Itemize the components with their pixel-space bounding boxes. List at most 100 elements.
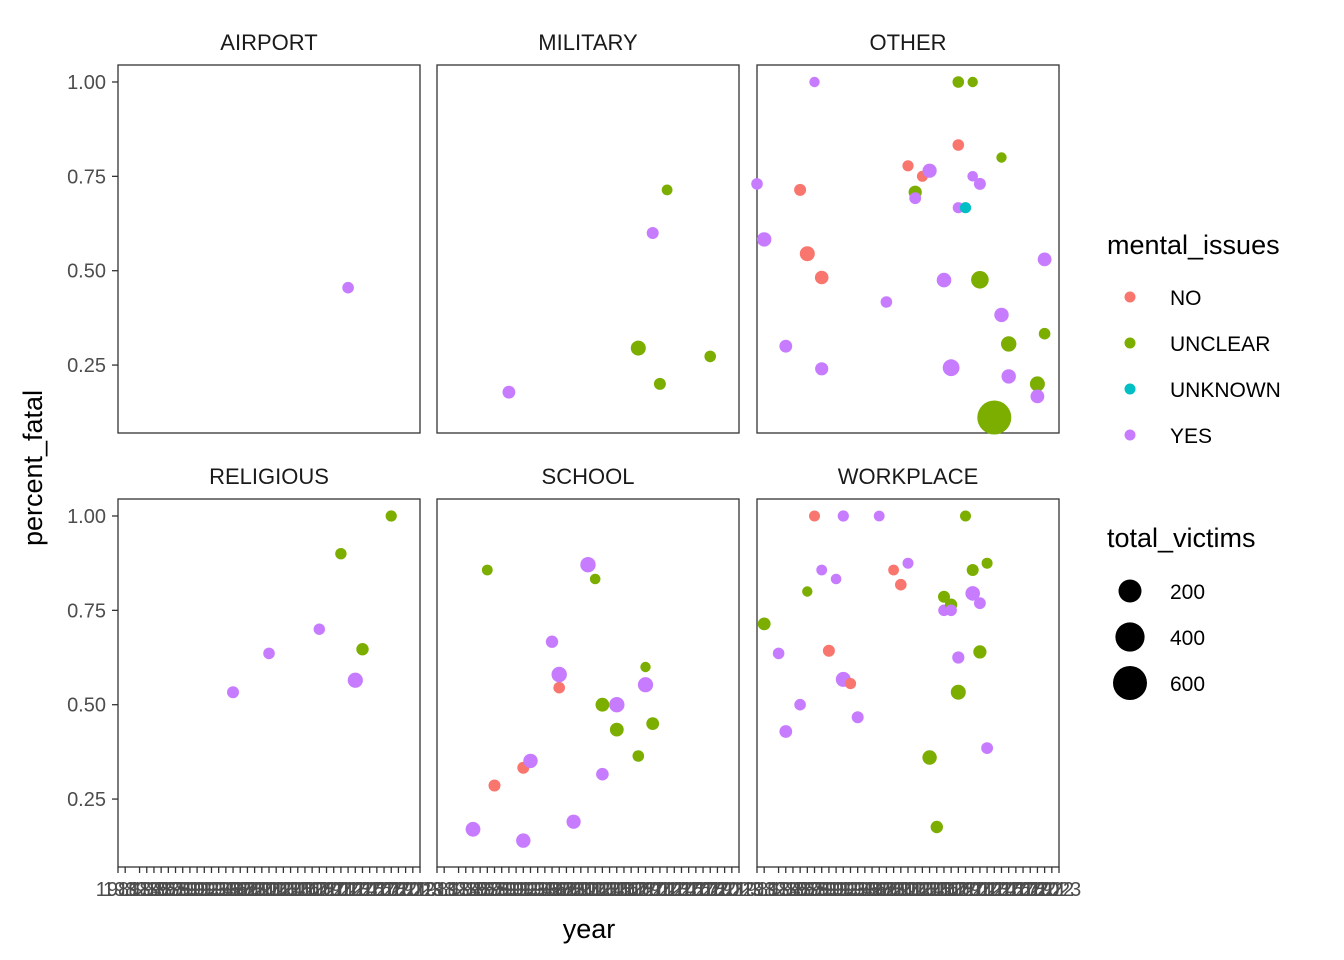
legend-label: UNCLEAR [1170, 333, 1270, 356]
x-tick-label: 2003 [893, 879, 938, 901]
data-point [945, 604, 957, 617]
x-tick-label: 1998 [857, 879, 902, 901]
x-tick-label: 2006 [276, 879, 321, 901]
data-point [873, 510, 885, 522]
size-swatch [1113, 666, 1147, 700]
x-tick-label: 2002 [566, 879, 611, 901]
data-point [902, 160, 914, 172]
data-point [895, 578, 907, 591]
data-point [950, 684, 966, 700]
data-point [799, 246, 815, 262]
data-point [794, 698, 806, 711]
legend-swatch [1124, 383, 1136, 395]
data-point [580, 557, 596, 573]
strip-label: RELIGIOUS [209, 464, 329, 489]
panel-border [436, 64, 740, 434]
x-tick-label: 2010 [623, 879, 668, 901]
x-tick-label: 1997 [530, 879, 575, 901]
x-tick-label: 1989 [792, 879, 837, 901]
x-tick-label: 2007 [922, 879, 967, 901]
x-tick-label: 2007 [283, 879, 328, 901]
x-tick-label: 1991 [807, 879, 852, 901]
data-point [971, 271, 989, 289]
strip-label: WORKPLACE [838, 464, 979, 489]
x-tick-label: 2006 [915, 879, 960, 901]
data-point [704, 350, 716, 363]
data-point [595, 697, 610, 712]
data-point [974, 597, 986, 610]
y-tick-label: 0.25 [67, 355, 106, 377]
data-point [356, 643, 369, 656]
x-tick-label: 2014 [972, 879, 1017, 901]
data-point [313, 623, 325, 635]
x-tick-label: 2001 [240, 879, 285, 901]
data-point [837, 510, 849, 522]
x-tick-label: 2023 [1037, 879, 1082, 901]
data-point [936, 272, 952, 288]
legend: mental_issues NO UNCLEAR UNKNOWN YES total_… [1107, 230, 1281, 700]
data-point [851, 711, 864, 724]
data-point [481, 564, 493, 576]
data-point [1029, 376, 1045, 392]
data-point [347, 672, 363, 688]
y-tick-label: 0.50 [67, 261, 106, 283]
panel-other: OTHER [751, 30, 1060, 435]
x-tick-label: 2010 [943, 879, 988, 901]
data-point [794, 183, 807, 196]
x-tick-label: 1981 [415, 879, 460, 901]
x-tick-label: 2014 [652, 879, 697, 901]
x-tick-label: 1993 [182, 879, 227, 901]
panel-military: MILITARY [436, 30, 740, 434]
data-point [959, 202, 972, 214]
x-tick-label: 2012 [958, 879, 1003, 901]
x-tick-label: 2005 [268, 879, 313, 901]
x-tick-label: 1997 [850, 879, 895, 901]
data-point [516, 833, 531, 848]
data-point [822, 644, 835, 657]
data-point [589, 573, 601, 585]
x-tick-label: 1995 [515, 879, 560, 901]
size-legend-label: 200 [1170, 581, 1205, 604]
y-axis-title: percent_fatal [18, 390, 48, 546]
x-tick-label: 1999 [864, 879, 909, 901]
y-tick-label: 0.75 [67, 600, 106, 622]
data-point [815, 362, 829, 376]
x-tick-label: 1996 [523, 879, 568, 901]
data-point [465, 821, 481, 837]
data-point [994, 307, 1009, 323]
x-tick-label: 2015 [979, 879, 1024, 901]
panel-border [436, 498, 740, 868]
x-tick-label: 1994 [508, 879, 553, 901]
x-tick-label: 2014 [333, 879, 378, 901]
strip-label: MILITARY [538, 30, 638, 55]
data-point [973, 177, 986, 190]
x-tick-label: 2019 [1008, 879, 1053, 901]
data-point [1001, 336, 1017, 352]
data-point [779, 339, 793, 353]
facet-panels: AIRPORT 0.25 0.50 0.75 1.00 MILITARY OTHER RELI… [67, 30, 1081, 901]
data-point [553, 681, 565, 694]
data-point [981, 742, 993, 754]
size-legend-item-200: 200 [1118, 579, 1205, 604]
x-tick-label: 2009 [936, 879, 981, 901]
data-point [551, 666, 567, 683]
x-tick-label: 2023 [717, 879, 762, 901]
x-tick-label: 1993 [501, 879, 546, 901]
x-tick-label: 1982 [422, 879, 467, 901]
data-point [809, 510, 820, 522]
x-tick-label: 1994 [189, 879, 234, 901]
x-tick-label: 2000 [871, 879, 916, 901]
x-tick-label: 2017 [355, 879, 400, 901]
data-point [661, 184, 673, 196]
x-tick-label: 2002 [247, 879, 292, 901]
x-tick-label: 1988 [146, 879, 191, 901]
x-tick-label: 2002 [886, 879, 931, 901]
x-tick-label: 2016 [666, 879, 711, 901]
color-legend-items: NO UNCLEAR UNKNOWN YES [1124, 287, 1281, 448]
x-tick-label: 2008 [290, 879, 335, 901]
strip-label: SCHOOL [542, 464, 635, 489]
x-tick-label: 1993 [821, 879, 866, 901]
x-tick-label: 2017 [994, 879, 1039, 901]
data-point [996, 152, 1007, 163]
